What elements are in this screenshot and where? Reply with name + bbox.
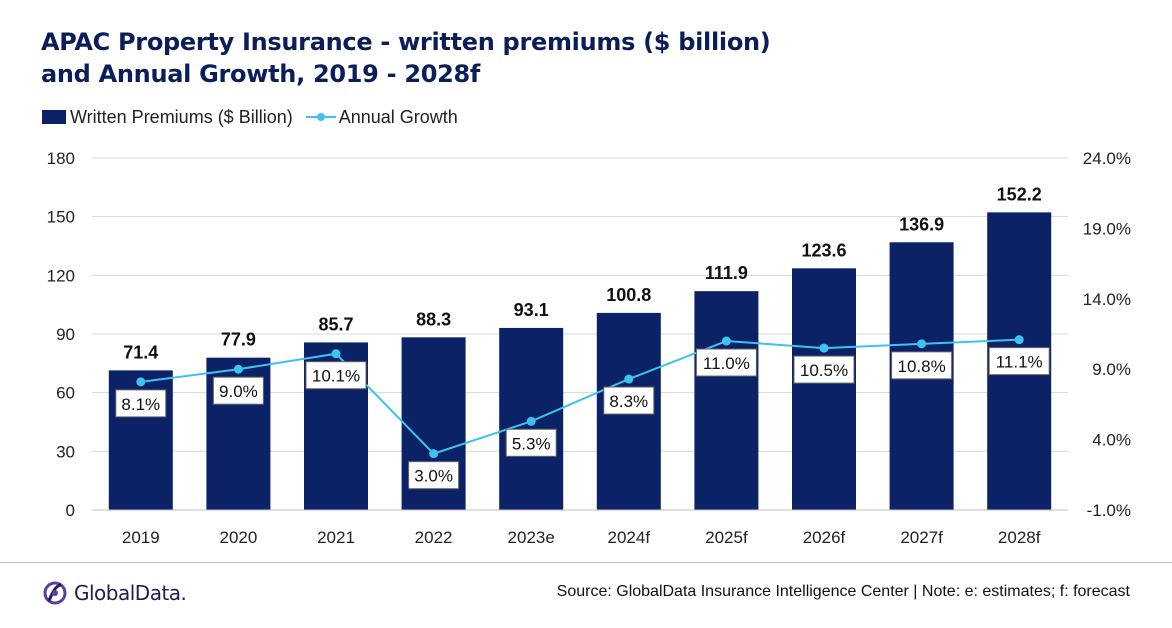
growth-label-box	[408, 461, 460, 490]
legend-item-growth: Annual Growth	[305, 107, 458, 128]
x-axis-tick-label: 2021	[317, 528, 355, 547]
bar-value-label: 71.4	[123, 342, 158, 362]
growth-value-label: 3.0%	[414, 467, 453, 486]
left-axis-tick-label: 120	[47, 266, 75, 285]
x-axis-tick-label: 2023e	[508, 528, 555, 547]
bar-value-label: 93.1	[514, 300, 549, 320]
x-axis-tick-label: 2019	[122, 528, 160, 547]
growth-value-label: 8.1%	[121, 395, 160, 414]
growth-label-box	[603, 386, 655, 415]
growth-line-path	[140, 338, 1020, 455]
growth-label-box	[891, 351, 953, 380]
growth-point	[624, 374, 634, 384]
bar-value-label: 88.3	[416, 309, 451, 329]
x-axis-tick-label: 2025f	[705, 528, 748, 547]
legend-bar-swatch	[42, 110, 66, 124]
growth-label-box	[115, 389, 167, 418]
globaldata-logo: GlobalData.	[42, 578, 187, 608]
premium-bar	[792, 268, 856, 510]
growth-value-label: 5.3%	[512, 434, 551, 453]
premium-bar	[694, 291, 759, 510]
left-axis-tick-label: 60	[56, 384, 75, 403]
growth-value-label: 10.8%	[897, 357, 945, 376]
growth-point	[819, 343, 829, 353]
bar-value-label: 136.9	[899, 214, 944, 234]
x-axis-tick-label: 2024f	[608, 528, 651, 547]
logo-text: GlobalData.	[74, 581, 187, 605]
right-axis-tick-label: 4.0%	[1092, 431, 1131, 450]
chart-legend: Written Premiums ($ Billion) Annual Grow…	[42, 106, 470, 128]
bar-value-label: 123.6	[801, 240, 846, 260]
growth-label-box	[305, 361, 367, 390]
bar-value-label: 111.9	[705, 263, 748, 283]
x-axis-tick-label: 2027f	[900, 528, 943, 547]
x-axis-tick-label: 2020	[219, 528, 257, 547]
growth-value-label: 10.1%	[312, 367, 360, 386]
growth-label-box	[505, 428, 557, 457]
right-axis-tick-label: -1.0%	[1087, 501, 1131, 520]
growth-line	[136, 335, 1024, 459]
legend-item-premiums: Written Premiums ($ Billion)	[42, 107, 293, 128]
growth-point	[429, 449, 439, 459]
data-labels: 71.4 77.9 85.7 88.3 93.1 100.8 111.9 123.6 136.9…	[115, 184, 1050, 490]
chart-title-line-1: APAC Property Insurance - written premiu…	[41, 28, 771, 56]
legend-growth-label: Annual Growth	[338, 106, 458, 127]
growth-point	[331, 349, 341, 359]
x-axis-tick-label: 2022	[415, 528, 453, 547]
growth-label-box	[793, 355, 855, 384]
footer-divider	[0, 562, 1172, 563]
right-axis-tick-label: 9.0%	[1092, 360, 1131, 379]
source-note: Source: GlobalData Insurance Intelligenc…	[556, 583, 1130, 600]
chart-title-line-2: and Annual Growth, 2019 - 2028f	[41, 60, 481, 88]
growth-label-box	[988, 347, 1050, 376]
right-axis-tick-label: 24.0%	[1083, 149, 1131, 168]
right-axis-tick-label: 14.0%	[1083, 290, 1131, 309]
left-axis-tick-label: 0	[66, 501, 75, 520]
left-axis-tick-label: 30	[56, 442, 75, 461]
growth-point	[526, 416, 536, 426]
left-axis-tick-label: 90	[56, 325, 75, 344]
globaldata-logo-icon	[43, 581, 67, 605]
bar-value-label: 85.7	[318, 314, 353, 334]
axes: 0 30 60 90 120 150 180 -1.0% 4.0% 9.0% 14.0% 19.0% 2…	[47, 149, 1131, 547]
left-axis-tick-label: 180	[47, 149, 75, 168]
growth-value-label: 8.3%	[609, 392, 648, 411]
growth-point	[233, 364, 243, 374]
growth-point	[1014, 335, 1024, 345]
growth-value-label: 11.1%	[996, 353, 1043, 372]
growth-value-label: 11.0%	[703, 354, 750, 373]
growth-value-label: 10.5%	[800, 361, 848, 380]
growth-point	[136, 377, 146, 387]
growth-point	[917, 339, 927, 349]
right-axis-tick-label: 19.0%	[1083, 219, 1131, 238]
growth-label-box	[212, 376, 264, 405]
x-axis-tick-label: 2026f	[803, 528, 846, 547]
bar-value-label: 152.2	[997, 184, 1042, 204]
legend-premiums-label: Written Premiums ($ Billion)	[70, 106, 293, 127]
bar-value-label: 100.8	[606, 285, 651, 305]
growth-value-label: 9.0%	[219, 382, 258, 401]
chart-title: APAC Property Insurance - written premiu…	[41, 26, 941, 90]
growth-label-box	[695, 348, 757, 377]
x-axis-tick-label: 2028f	[998, 528, 1041, 547]
left-axis-tick-label: 150	[47, 208, 75, 227]
growth-point	[721, 336, 731, 346]
bar-value-label: 77.9	[221, 330, 256, 350]
legend-line-swatch	[305, 113, 336, 121]
